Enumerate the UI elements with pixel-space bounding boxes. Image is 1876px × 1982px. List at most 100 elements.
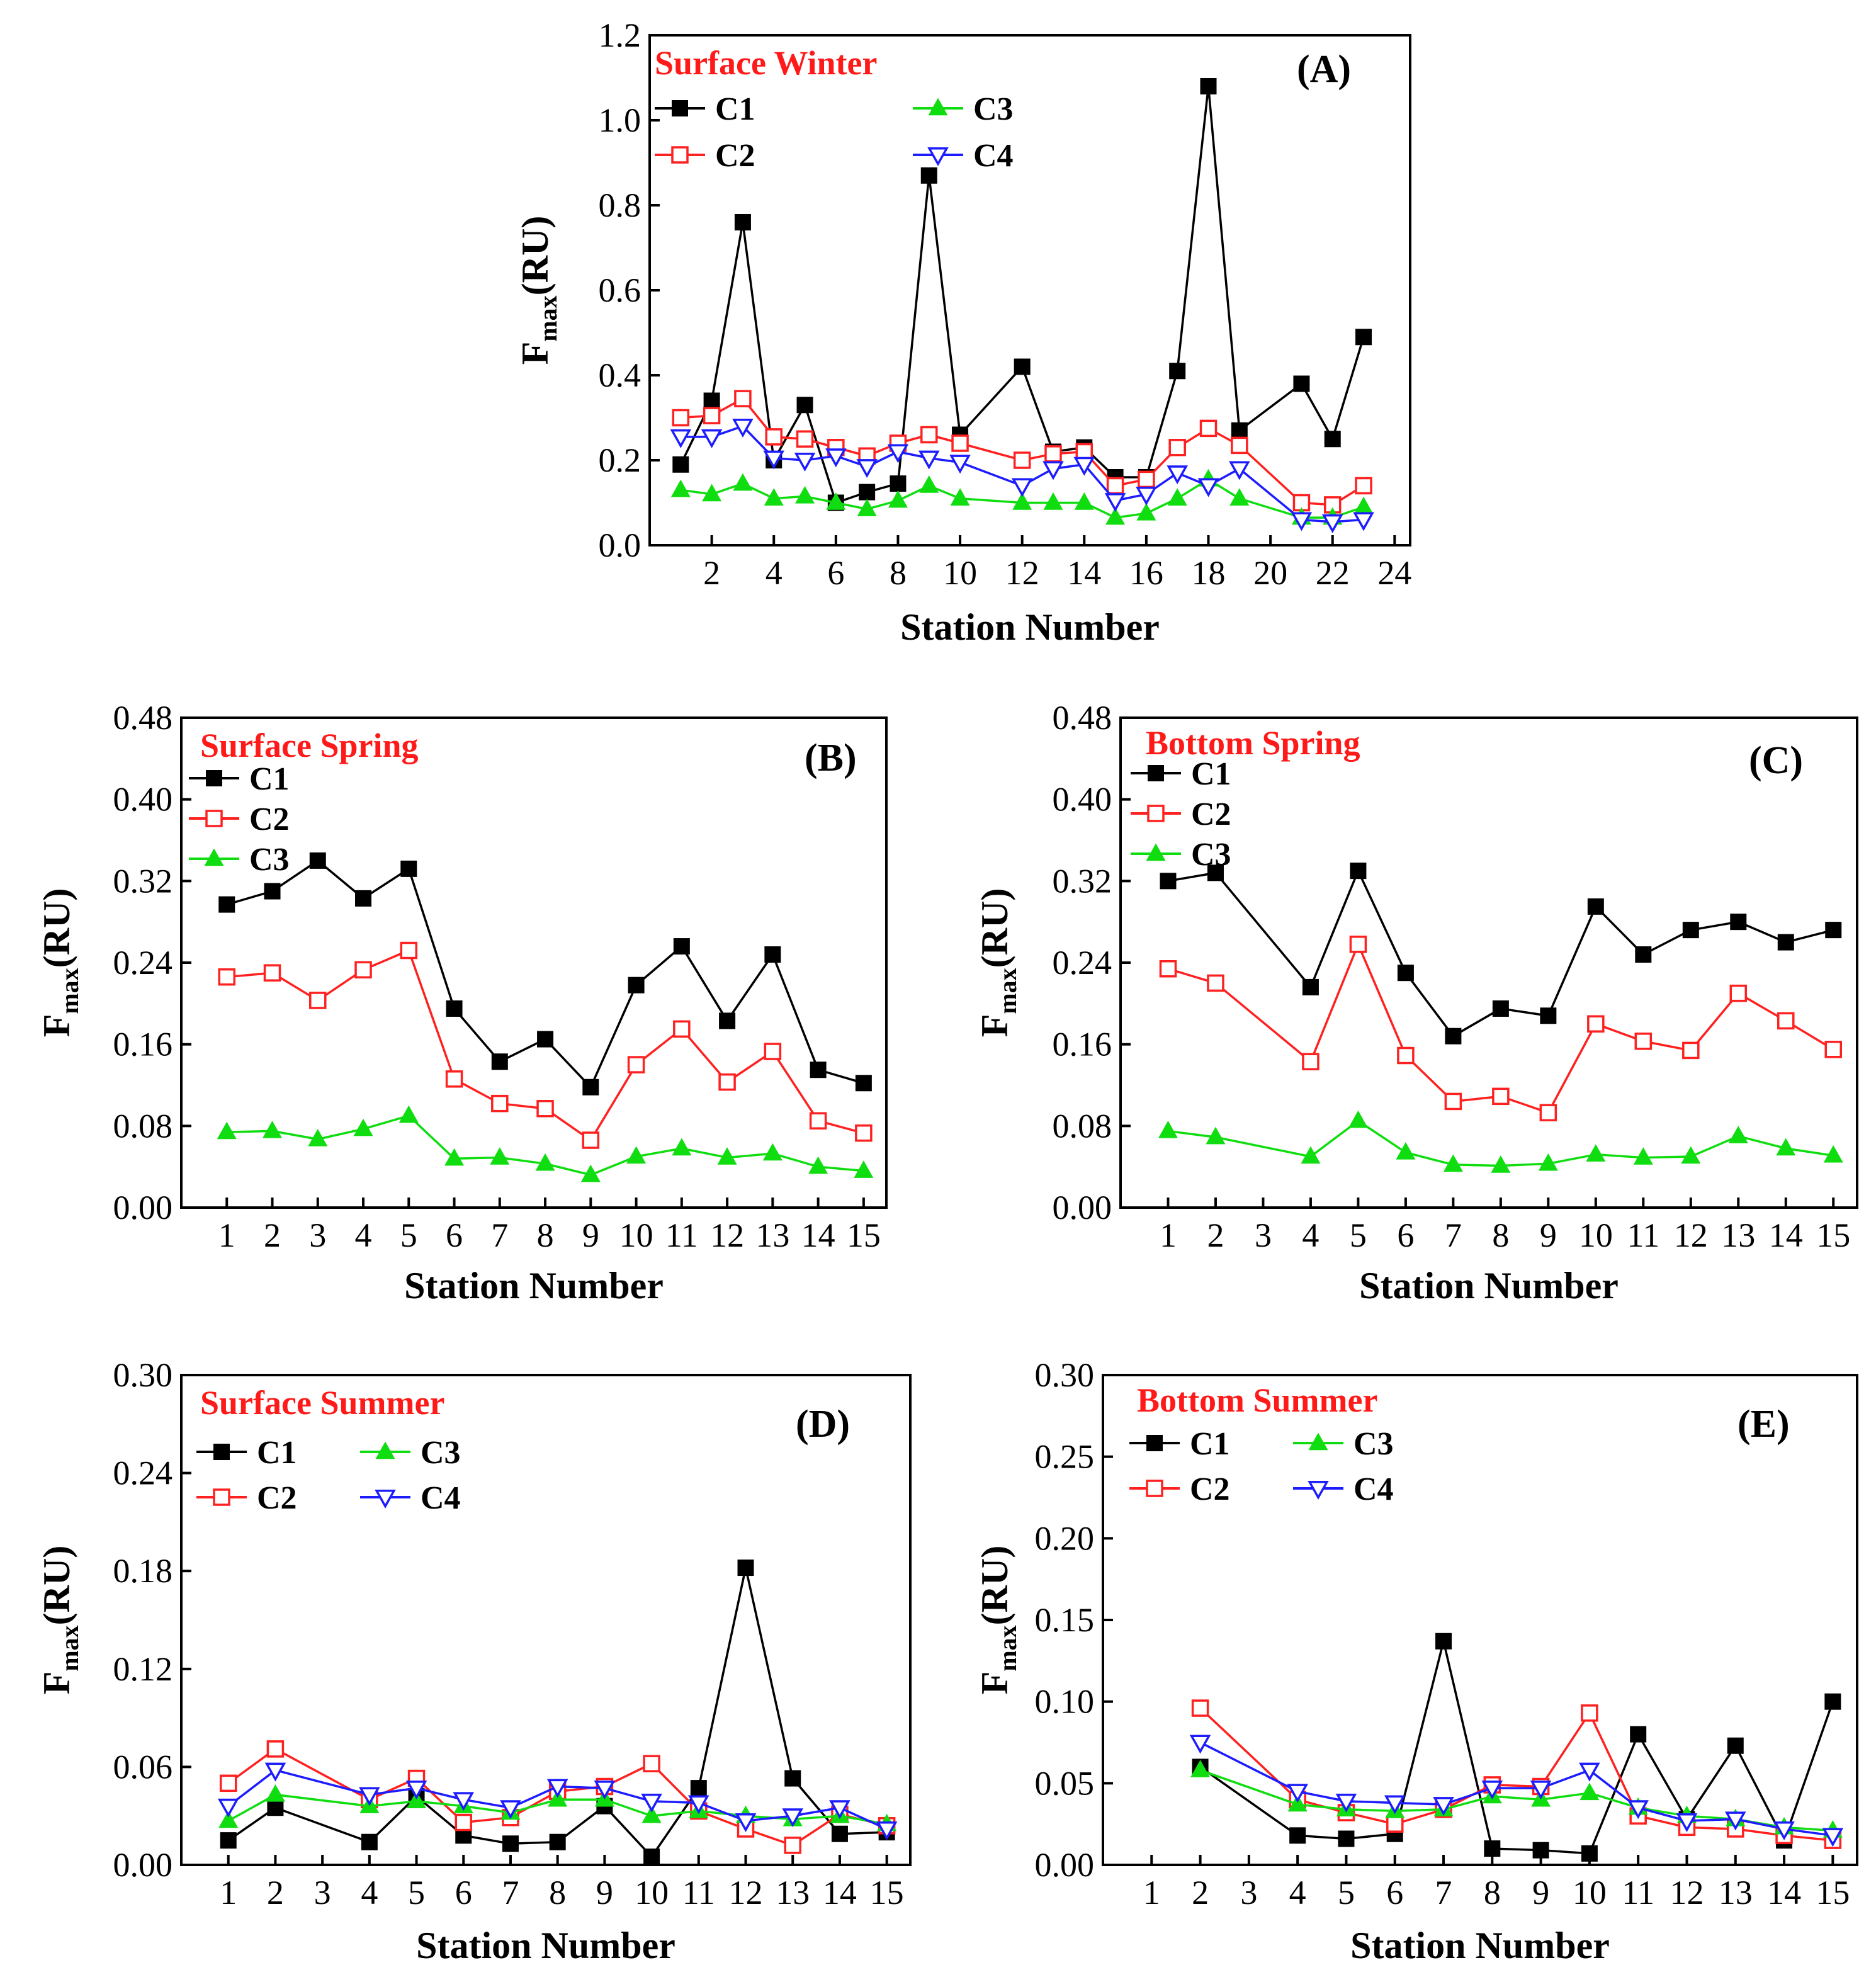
data-point-c4 [405,1781,427,1800]
legend-marker-c2 [205,810,223,827]
data-point-c2 [1191,1699,1209,1717]
y-axis-title-main: F [974,1014,1015,1038]
data-point-c4 [670,429,692,448]
x-axis-title: Station Number [404,1265,664,1306]
data-point-c2 [809,1112,827,1130]
y-tick-label: 0.40 [1053,781,1112,818]
x-axis-title: Station Number [1350,1925,1610,1966]
data-point-c1 [673,938,690,955]
y-tick-label: 1.0 [599,101,641,139]
y-tick-label: 0.08 [113,1107,173,1145]
series-c3 [1158,1110,1843,1173]
data-point-c4 [688,1795,709,1815]
data-point-c1 [502,1835,519,1852]
x-tick-label: 3 [309,1216,326,1254]
data-point-c4 [1291,512,1313,531]
data-point-c3 [548,1789,568,1807]
data-point-c1 [537,1031,554,1048]
data-point-c1 [267,1799,284,1816]
y-tick-label: 1.2 [599,16,641,54]
data-point-c3 [1728,1126,1748,1143]
y-tick-label: 0.48 [1053,699,1112,737]
data-point-c2 [1777,1012,1795,1030]
data-point-c3 [1823,1145,1843,1163]
x-tick-label: 9 [582,1216,599,1254]
x-tick-label: 9 [1532,1874,1549,1911]
x-tick-label: 6 [455,1874,472,1911]
legend: C1 C2 C3 [189,761,290,878]
data-point-c4 [1043,461,1064,480]
chart-panel-c: 0.000.080.160.240.320.400.481 2 3 4 5 6 7 8 9 10 1… [974,699,1858,1306]
y-tick-label: 0.24 [113,944,173,982]
data-point-c3 [1012,492,1032,510]
series-line-c2 [1167,941,1834,1114]
x-tick-label: 10 [943,554,977,592]
data-point-c2 [764,1043,782,1060]
data-point-c4 [1189,1735,1211,1754]
y-axis-title-unit: (RU) [36,888,77,968]
legend-label-c2: C2 [715,138,755,174]
x-tick-label: 12 [1005,554,1039,592]
y-tick-label: 0.32 [1053,862,1112,900]
x-tick-label: 11 [665,1216,698,1254]
legend: C1 C2 C3 C4 [1129,1426,1394,1507]
legend-label-c2: C2 [257,1480,297,1516]
x-tick-label: 7 [1435,1874,1452,1911]
x-tick-label: 11 [682,1874,715,1911]
x-tick-label: 12 [710,1216,744,1254]
data-point-c1 [1231,422,1248,439]
data-point-c3 [1136,502,1156,521]
data-point-c3 [353,1118,373,1136]
chart-panel-e: 0.000.050.100.150.200.250.301 2 3 4 5 6 7 8 9 10 1… [974,1356,1858,1966]
x-tick-label: 4 [355,1216,372,1254]
data-point-c3 [580,1164,601,1182]
data-point-c1 [1160,873,1177,890]
data-point-c2 [309,992,327,1009]
data-point-c2 [1349,936,1367,953]
data-point-c4 [1229,461,1250,480]
data-point-c3 [854,1160,874,1178]
y-axis-title-main: F [514,342,556,365]
y-axis-title-main: F [36,1014,77,1038]
x-tick-label: 14 [823,1874,857,1911]
y-axis-title-unit: (RU) [514,216,556,296]
data-point-c1 [734,214,751,230]
y-tick-label: 0.08 [1053,1107,1112,1145]
data-point-c1 [361,1833,378,1850]
series-c2 [218,941,873,1149]
y-tick-label: 0.16 [113,1026,173,1063]
y-axis-title-main: F [974,1672,1015,1695]
data-point-c3 [670,479,691,497]
y-axis-title-unit: (RU) [36,1546,77,1626]
data-point-c4 [1530,1781,1552,1800]
y-axis-title-sub: max [55,968,84,1014]
data-point-c2 [765,428,783,446]
x-tick-label: 4 [766,554,783,592]
data-point-c3 [808,1156,828,1174]
legend-label-c1: C1 [715,91,755,127]
data-point-c2 [673,1020,691,1038]
data-point-c2 [796,430,814,448]
x-tick-label: 3 [1240,1874,1257,1911]
x-tick-label: 13 [1719,1874,1753,1911]
x-tick-label: 10 [1573,1874,1607,1911]
data-point-c1 [1777,934,1794,951]
data-point-c2 [920,426,938,444]
data-point-c1 [1682,922,1699,939]
data-point-c3 [444,1148,465,1166]
data-point-c2 [1323,496,1342,514]
legend-label-c1: C1 [1191,756,1231,792]
data-point-c3 [641,1805,662,1823]
y-axis-title: Fmax(RU) [974,888,1022,1038]
data-point-c3 [1287,1794,1308,1812]
legend-marker-c4 [927,147,949,166]
data-point-c2 [266,1740,285,1758]
data-point-c3 [1579,1782,1600,1801]
series-c2 [672,390,1372,514]
y-axis-title-sub: max [993,1625,1022,1671]
x-tick-label: 7 [502,1874,519,1911]
data-point-c1 [1397,965,1414,982]
y-tick-label: 0.18 [113,1552,173,1590]
legend-label-c2: C2 [249,801,290,837]
y-tick-label: 0.00 [1035,1846,1095,1884]
